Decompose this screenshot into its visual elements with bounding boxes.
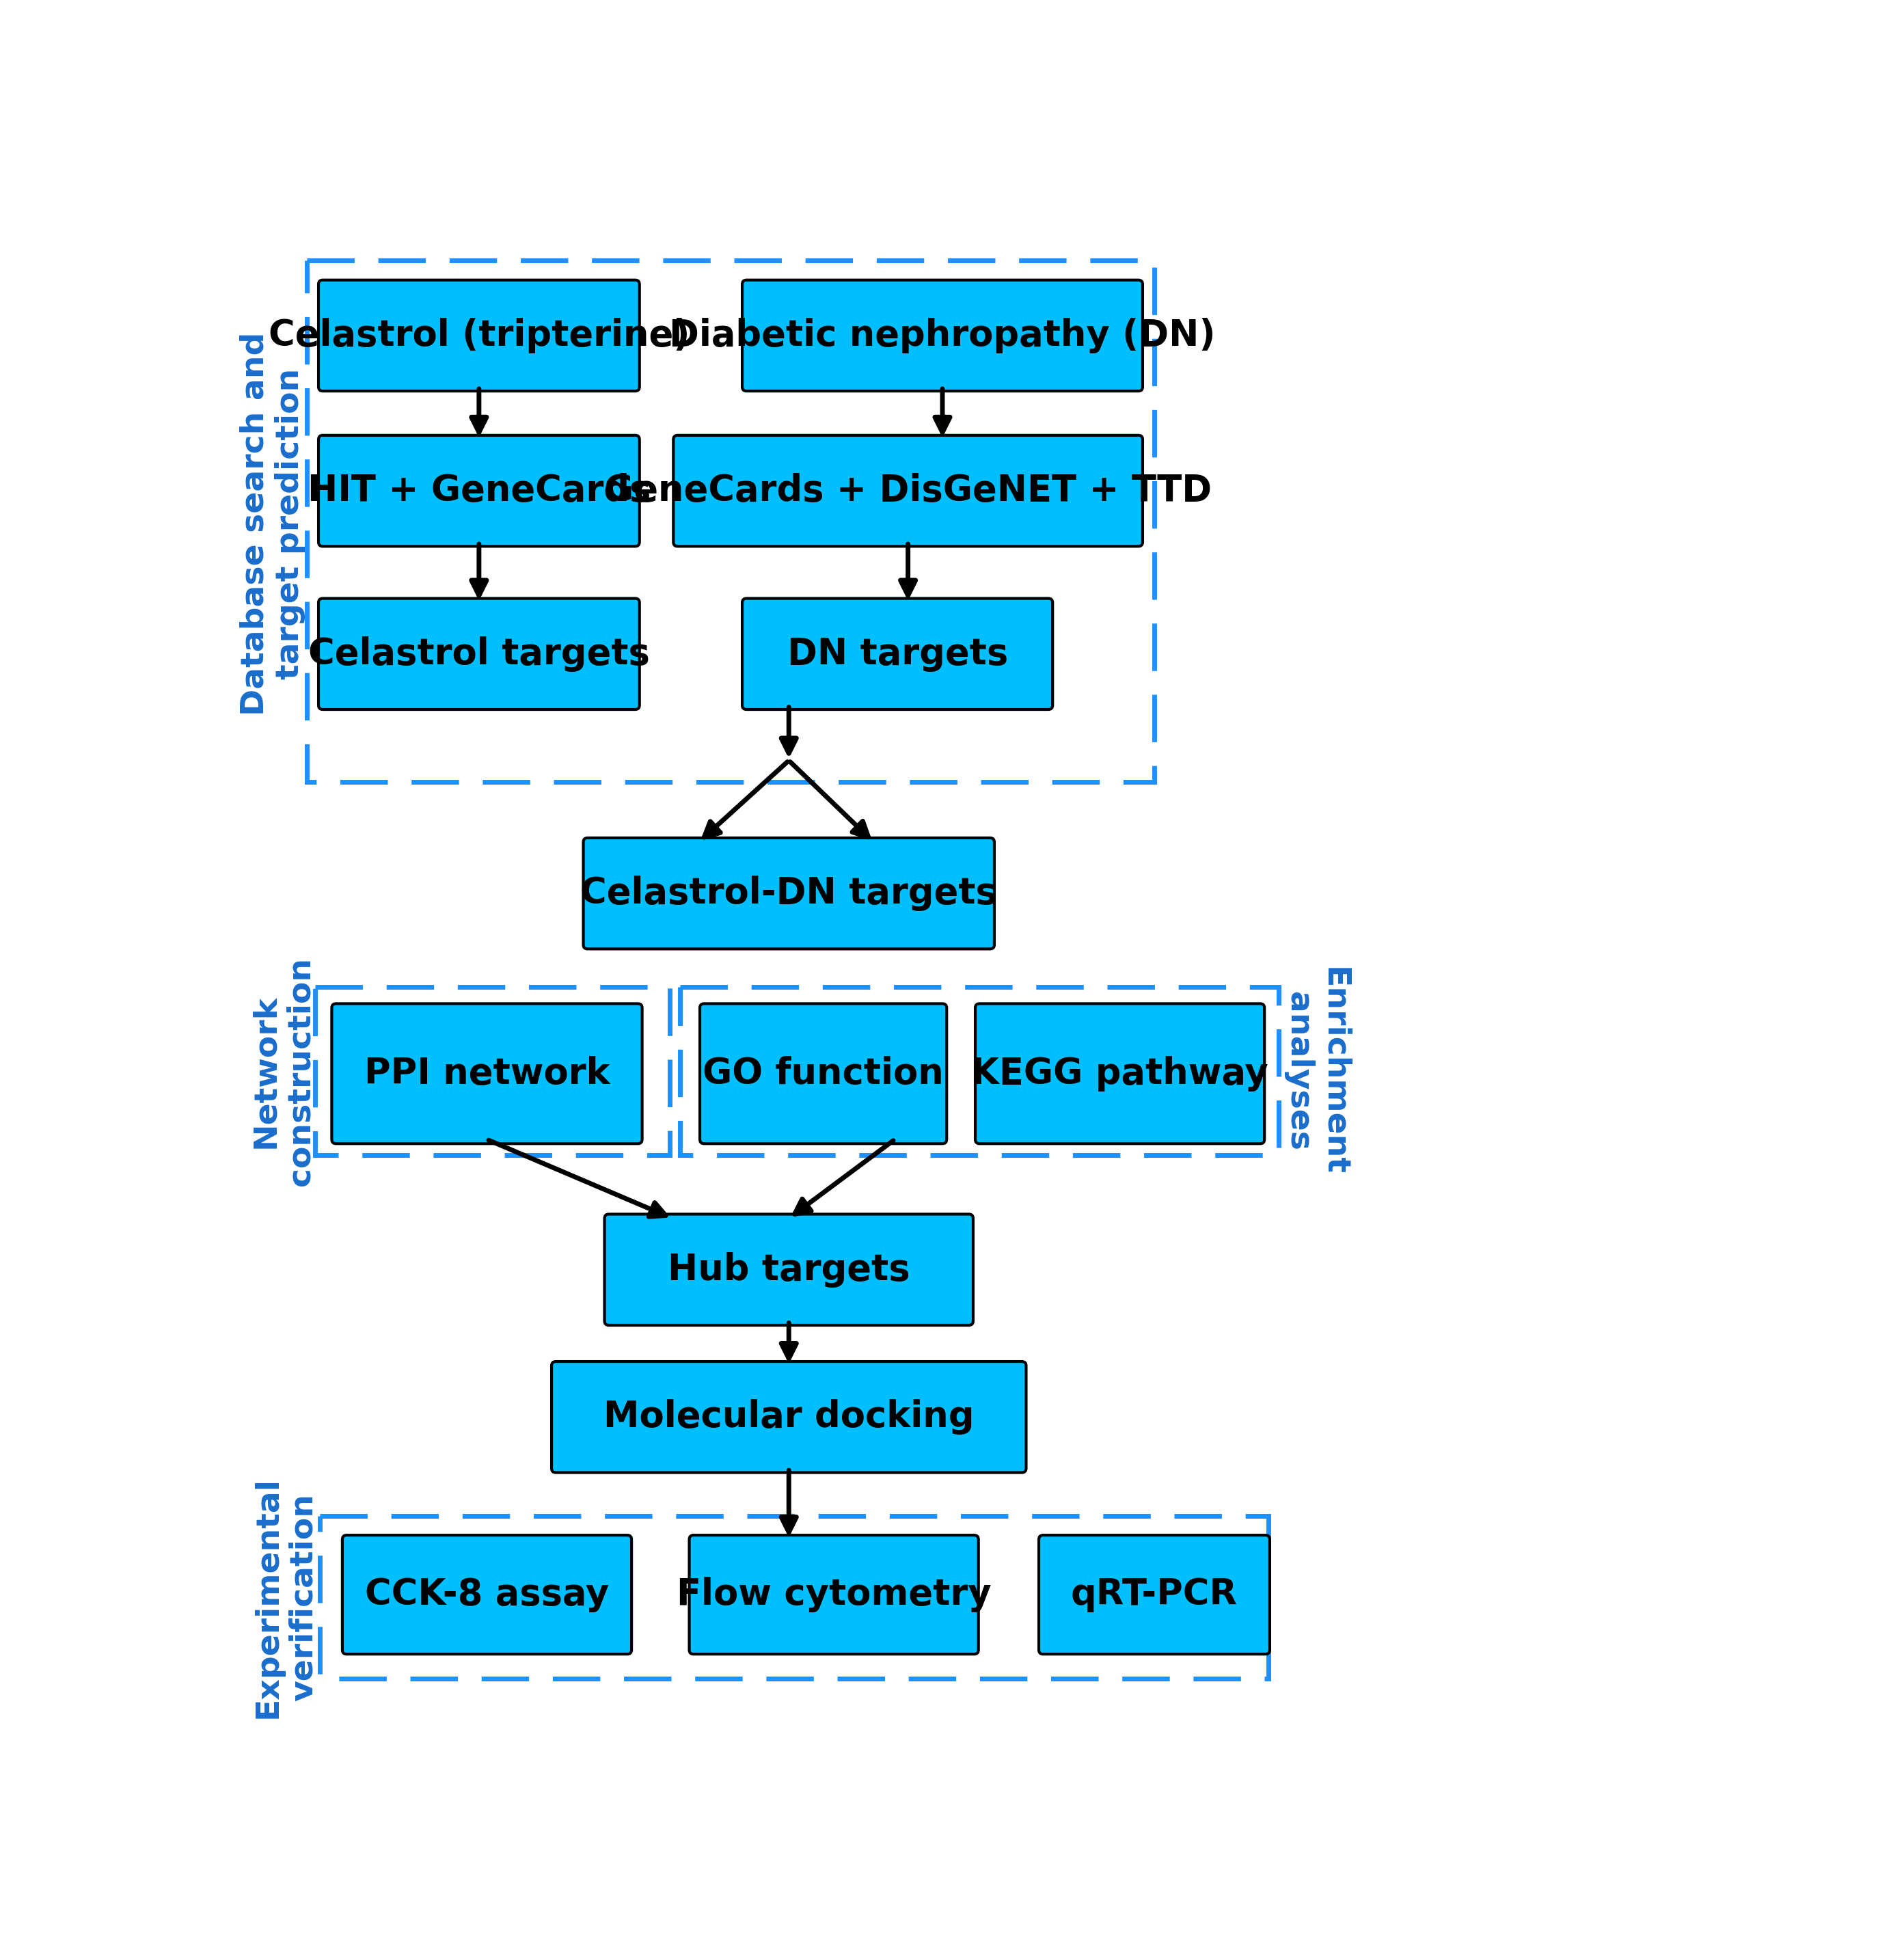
- FancyBboxPatch shape: [674, 435, 1142, 547]
- Text: qRT-PCR: qRT-PCR: [1070, 1577, 1238, 1612]
- FancyBboxPatch shape: [583, 837, 994, 949]
- FancyBboxPatch shape: [701, 1003, 946, 1144]
- Text: Hub targets: Hub targets: [668, 1251, 910, 1288]
- FancyBboxPatch shape: [743, 599, 1053, 709]
- Text: PPI network: PPI network: [364, 1056, 609, 1091]
- FancyBboxPatch shape: [318, 279, 640, 390]
- Text: Diabetic nephropathy (DN): Diabetic nephropathy (DN): [668, 318, 1215, 353]
- Text: GO function: GO function: [703, 1056, 944, 1091]
- FancyBboxPatch shape: [975, 1003, 1264, 1144]
- Text: GeneCards + DisGeNET + TTD: GeneCards + DisGeNET + TTD: [604, 472, 1211, 509]
- Text: Network
construction: Network construction: [249, 956, 316, 1185]
- Text: HIT + GeneCards: HIT + GeneCards: [307, 472, 651, 509]
- FancyBboxPatch shape: [318, 435, 640, 547]
- FancyBboxPatch shape: [552, 1362, 1026, 1472]
- Text: Molecular docking: Molecular docking: [604, 1400, 975, 1435]
- Text: Experimental
verification: Experimental verification: [253, 1476, 318, 1718]
- Text: DN targets: DN targets: [786, 636, 1007, 671]
- Text: Celastrol (tripterine): Celastrol (tripterine): [268, 318, 689, 353]
- Text: CCK-8 assay: CCK-8 assay: [366, 1577, 609, 1612]
- FancyBboxPatch shape: [331, 1003, 642, 1144]
- FancyBboxPatch shape: [343, 1534, 632, 1653]
- FancyBboxPatch shape: [604, 1214, 973, 1325]
- Text: Flow cytometry: Flow cytometry: [676, 1577, 992, 1612]
- FancyBboxPatch shape: [1040, 1534, 1270, 1653]
- FancyBboxPatch shape: [689, 1534, 979, 1653]
- Text: Celastrol-DN targets: Celastrol-DN targets: [581, 876, 998, 912]
- Text: Enrichment
analyses: Enrichment analyses: [1283, 966, 1348, 1175]
- FancyBboxPatch shape: [318, 599, 640, 709]
- FancyBboxPatch shape: [743, 279, 1142, 390]
- Text: KEGG pathway: KEGG pathway: [971, 1056, 1268, 1091]
- Text: Database search and
target prediction: Database search and target prediction: [240, 332, 305, 716]
- Text: Celastrol targets: Celastrol targets: [308, 636, 649, 671]
